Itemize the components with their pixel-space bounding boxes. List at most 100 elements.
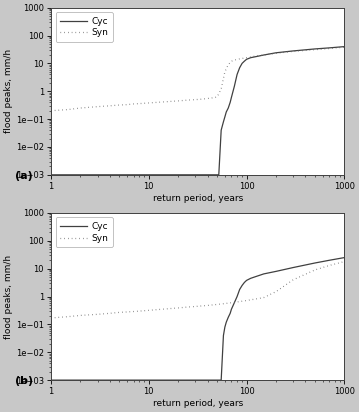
Syn — [223, 69, 227, 74]
Syn — [252, 297, 256, 302]
Syn — [244, 55, 249, 60]
Syn — [342, 259, 346, 264]
Syn — [186, 304, 190, 309]
Cyc — [248, 55, 253, 60]
Cyc — [205, 378, 210, 383]
Cyc — [342, 255, 346, 260]
Syn — [215, 302, 219, 307]
Syn — [146, 308, 151, 313]
Cyc — [291, 49, 295, 54]
Cyc — [223, 325, 227, 330]
X-axis label: return period, years: return period, years — [153, 194, 243, 203]
Syn — [327, 46, 331, 51]
Cyc — [313, 47, 317, 52]
Syn — [164, 307, 168, 311]
Cyc — [224, 110, 228, 115]
Cyc — [229, 307, 234, 312]
Cyc — [240, 61, 244, 66]
Syn — [223, 301, 227, 306]
Syn — [176, 98, 180, 103]
Syn — [164, 99, 168, 104]
Syn — [186, 98, 190, 103]
Cyc — [221, 333, 225, 338]
Cyc — [228, 311, 232, 316]
Y-axis label: flood peaks, mm/h: flood peaks, mm/h — [4, 49, 13, 133]
Syn — [215, 94, 219, 99]
Cyc — [216, 378, 221, 383]
Syn — [205, 303, 210, 308]
Cyc — [238, 287, 242, 292]
Syn — [342, 45, 346, 50]
Text: (a): (a) — [15, 171, 33, 181]
Cyc — [235, 72, 239, 77]
Cyc — [226, 105, 230, 110]
Cyc — [229, 95, 234, 100]
Cyc — [238, 65, 242, 70]
Syn — [205, 96, 210, 101]
Cyc — [327, 258, 331, 263]
Y-axis label: flood peaks, mm/h: flood peaks, mm/h — [4, 255, 13, 339]
Cyc — [242, 280, 247, 285]
Syn — [125, 102, 129, 107]
X-axis label: return period, years: return period, years — [153, 399, 243, 408]
Cyc — [252, 54, 256, 59]
Legend: Cyc, Syn: Cyc, Syn — [56, 12, 113, 42]
Cyc — [215, 172, 219, 177]
Cyc — [223, 115, 227, 119]
Cyc — [235, 294, 239, 299]
Cyc — [262, 272, 266, 276]
Cyc — [146, 172, 151, 177]
Syn — [142, 101, 146, 106]
Syn — [78, 313, 83, 318]
Syn — [117, 103, 121, 108]
Syn — [291, 49, 295, 54]
Cyc — [208, 172, 212, 177]
Cyc — [213, 378, 218, 383]
Syn — [274, 289, 278, 294]
Line: Syn: Syn — [51, 47, 344, 111]
Cyc — [226, 315, 230, 320]
Syn — [313, 267, 317, 272]
Cyc — [327, 45, 331, 50]
Syn — [252, 54, 256, 59]
Cyc — [210, 378, 215, 383]
Cyc — [313, 260, 317, 265]
Syn — [176, 305, 180, 310]
Cyc — [244, 278, 249, 283]
Syn — [229, 300, 234, 305]
Syn — [235, 300, 239, 304]
Syn — [66, 314, 70, 319]
Cyc — [242, 59, 247, 63]
Cyc — [274, 269, 278, 274]
Syn — [262, 295, 266, 300]
Line: Syn: Syn — [51, 262, 344, 318]
Syn — [131, 309, 136, 314]
Cyc — [176, 378, 180, 383]
Syn — [108, 103, 112, 108]
Syn — [131, 101, 136, 106]
Syn — [200, 97, 204, 102]
Cyc — [274, 50, 278, 55]
Syn — [240, 299, 244, 304]
Cyc — [213, 172, 218, 177]
Syn — [49, 316, 53, 321]
Syn — [125, 309, 129, 314]
Cyc — [49, 378, 53, 383]
Cyc — [232, 300, 237, 305]
Syn — [262, 52, 266, 57]
Cyc — [176, 172, 180, 177]
Cyc — [200, 172, 204, 177]
Syn — [327, 263, 331, 268]
Cyc — [219, 378, 223, 383]
Cyc — [193, 172, 197, 177]
Syn — [244, 298, 249, 303]
Syn — [219, 87, 223, 91]
Cyc — [205, 172, 210, 177]
Syn — [49, 108, 53, 113]
Syn — [95, 312, 100, 317]
Cyc — [49, 172, 53, 177]
Cyc — [240, 283, 244, 288]
Syn — [78, 105, 83, 110]
Syn — [142, 308, 146, 313]
Cyc — [252, 275, 256, 280]
